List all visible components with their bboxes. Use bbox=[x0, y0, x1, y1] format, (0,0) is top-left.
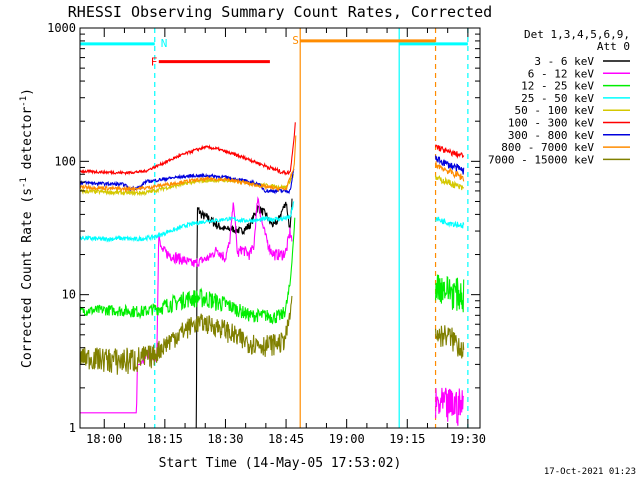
x-tick-label: 18:15 bbox=[147, 432, 183, 446]
legend-label: 50 - 100 keV bbox=[515, 104, 595, 117]
y-tick-label: 100 bbox=[54, 154, 76, 168]
series-line-2 bbox=[80, 196, 293, 414]
series-line-after-gap-2 bbox=[435, 387, 465, 426]
y-axis-label-end: ) bbox=[20, 88, 35, 96]
legend-label: 6 - 12 keV bbox=[528, 67, 595, 80]
legend-label: 7000 - 15000 keV bbox=[488, 153, 594, 166]
legend-label: 800 - 7000 keV bbox=[501, 141, 594, 154]
legend-label: 12 - 25 keV bbox=[521, 80, 594, 93]
timestamp: 17-Oct-2021 01:23 bbox=[544, 467, 636, 477]
flag-label-F: F bbox=[151, 56, 158, 69]
flag-label-N: N bbox=[161, 37, 168, 50]
series-line-after-gap-6 bbox=[435, 144, 465, 159]
x-tick-label: 19:00 bbox=[329, 432, 365, 446]
series-line-3 bbox=[80, 217, 296, 325]
y-axis-label: Corrected Count Rate (s-1 detector-1) bbox=[19, 88, 35, 368]
y-tick-label: 10 bbox=[62, 288, 76, 302]
series-line-6 bbox=[80, 122, 296, 176]
chart-title: RHESSI Observing Summary Count Rates, Co… bbox=[68, 3, 492, 21]
x-tick-label: 18:30 bbox=[207, 432, 243, 446]
y-axis-label-main: Corrected Count Rate (s bbox=[20, 188, 35, 368]
series-line-7 bbox=[80, 168, 295, 195]
legend-label: 3 - 6 keV bbox=[534, 55, 594, 68]
x-tick-label: 18:45 bbox=[268, 432, 304, 446]
x-tick-label: 18:00 bbox=[86, 432, 122, 446]
y-axis-label-sup2: -1 bbox=[19, 96, 29, 107]
series-line-after-gap-3 bbox=[435, 274, 465, 313]
legend-header-line2: Att 0 bbox=[597, 40, 630, 53]
series-line-after-gap-9 bbox=[435, 325, 465, 359]
legend-header-line1: Det 1,3,4,5,6,9, bbox=[524, 28, 630, 41]
y-axis-label-sup1: -1 bbox=[19, 177, 29, 188]
x-tick-label: 19:30 bbox=[450, 432, 486, 446]
series-line-8 bbox=[80, 135, 297, 193]
plot-frame bbox=[79, 27, 481, 429]
series-line-1 bbox=[195, 198, 293, 428]
series-line-after-gap-7 bbox=[435, 155, 465, 175]
y-axis: 1 10 100 1000 bbox=[47, 21, 480, 435]
series-line-after-gap-8 bbox=[435, 160, 465, 182]
series-line-after-gap-5 bbox=[435, 175, 465, 191]
y-tick-label: 1000 bbox=[47, 21, 76, 35]
y-axis-label-mid: detector bbox=[20, 107, 35, 178]
x-axis: 18:00 18:15 18:30 18:45 19:00 19:15 19:30 bbox=[86, 28, 486, 446]
series-line-4 bbox=[80, 201, 295, 243]
x-axis-label: Start Time (14-May-05 17:53:02) bbox=[159, 456, 402, 471]
legend-label: 100 - 300 keV bbox=[508, 117, 594, 130]
series-line-9 bbox=[80, 295, 293, 375]
series-line-after-gap-4 bbox=[435, 216, 465, 229]
x-tick-label: 19:15 bbox=[389, 432, 425, 446]
legend-label: 25 - 50 keV bbox=[521, 92, 594, 105]
flag-label-S: S bbox=[292, 34, 299, 47]
plot-area: NF S bbox=[80, 28, 469, 428]
y-tick-label: 1 bbox=[69, 421, 76, 435]
legend-label: 300 - 800 keV bbox=[508, 129, 594, 142]
